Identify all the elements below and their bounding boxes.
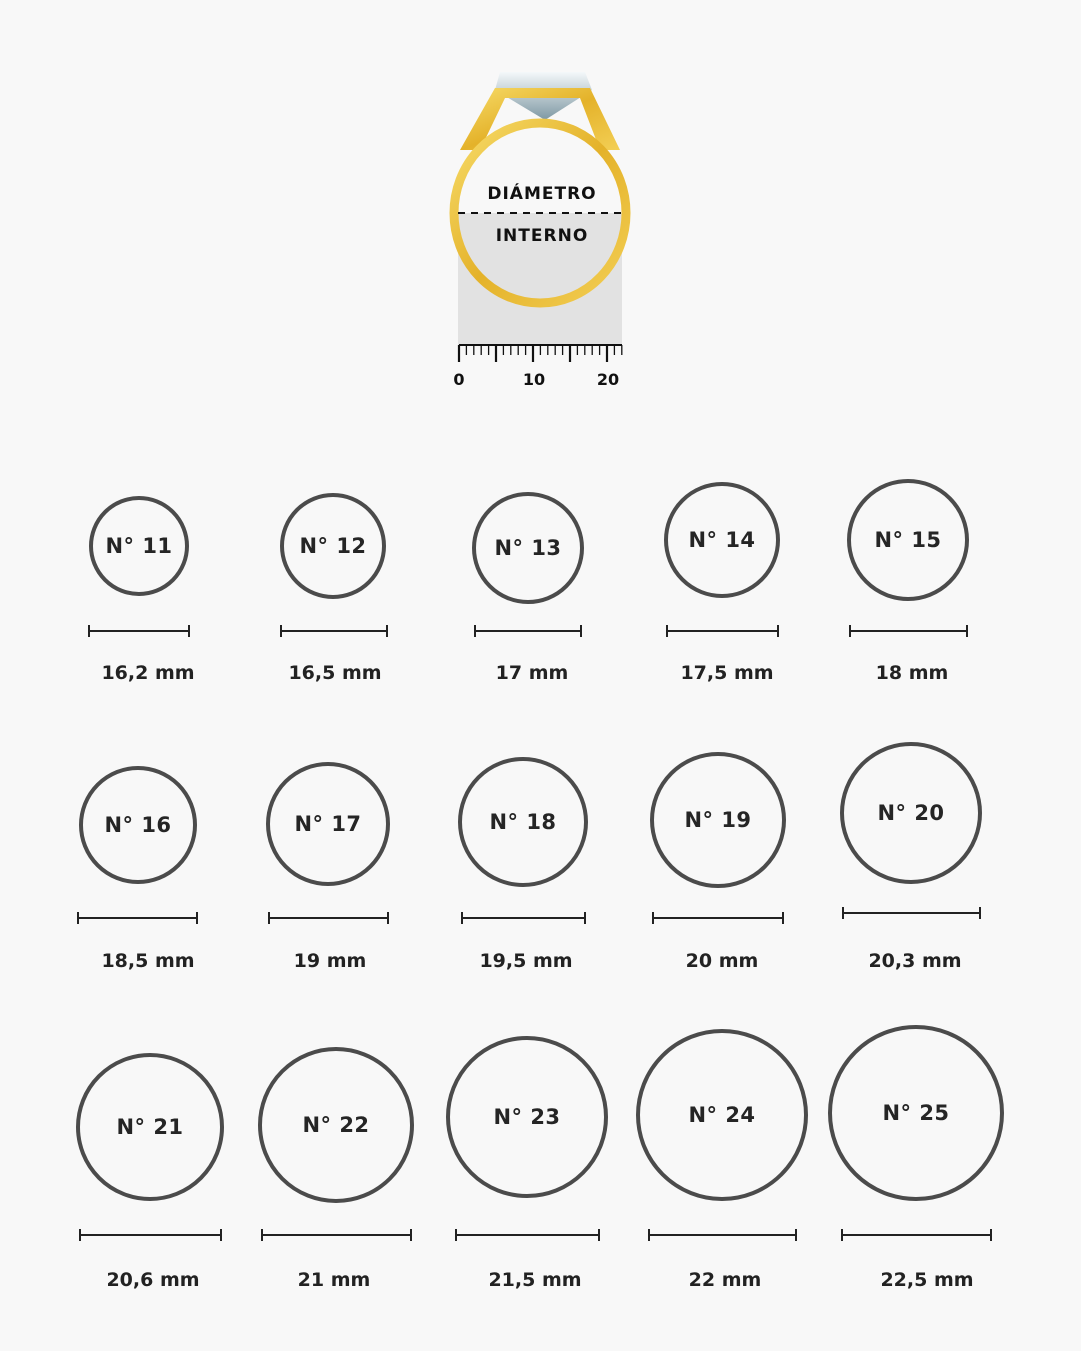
ring-size-circle: N° 19 — [650, 752, 786, 888]
ring-size-circle: N° 12 — [280, 493, 386, 599]
ring-size-label: N° 20 — [877, 801, 945, 825]
ring-size-circle: N° 23 — [446, 1036, 608, 1198]
diameter-value: 19,5 mm — [479, 950, 573, 972]
diameter-value: 18 mm — [875, 662, 949, 684]
diameter-bar — [842, 907, 981, 919]
internal-label: INTERNO — [495, 226, 589, 246]
ring-size-label: N° 14 — [688, 528, 756, 552]
ring-size-circle: N° 13 — [472, 492, 584, 604]
diameter-bar — [88, 625, 190, 637]
ring-size-label: N° 23 — [493, 1105, 561, 1129]
diameter-bar — [280, 625, 388, 637]
diameter-bar — [79, 1229, 222, 1241]
ring-size-circle: N° 20 — [840, 742, 982, 884]
diameter-bar — [461, 912, 586, 924]
ring-size-label: N° 16 — [104, 813, 172, 837]
ring-illustration: DIÁMETRO INTERNO 0 10 20 — [0, 0, 1081, 420]
diameter-value: 17 mm — [495, 662, 569, 684]
ring-size-label: N° 21 — [116, 1115, 184, 1139]
ring-size-label: N° 17 — [294, 812, 362, 836]
ruler-label-10: 10 — [522, 370, 546, 389]
diameter-bar — [455, 1229, 600, 1241]
ring-size-label: N° 18 — [489, 810, 557, 834]
ruler-label-20: 20 — [596, 370, 620, 389]
ring-size-circle: N° 18 — [458, 757, 588, 887]
ring-size-circle: N° 22 — [258, 1047, 414, 1203]
diameter-value: 19 mm — [293, 950, 367, 972]
ring-size-circle: N° 17 — [266, 762, 390, 886]
ruler-label-0: 0 — [453, 370, 465, 389]
diameter-value: 22,5 mm — [880, 1269, 974, 1291]
ring-size-label: N° 11 — [105, 534, 173, 558]
diameter-bar — [652, 912, 784, 924]
ring-size-label: N° 12 — [299, 534, 367, 558]
ring-size-circle: N° 25 — [828, 1025, 1004, 1201]
diameter-value: 20,6 mm — [106, 1269, 200, 1291]
diameter-label: DIÁMETRO — [487, 184, 597, 204]
ring-size-circle: N° 11 — [89, 496, 189, 596]
ring-size-circle: N° 16 — [79, 766, 197, 884]
diameter-value: 17,5 mm — [680, 662, 774, 684]
ring-size-label: N° 25 — [882, 1101, 950, 1125]
ring-size-circle: N° 21 — [76, 1053, 224, 1201]
diameter-value: 20,3 mm — [868, 950, 962, 972]
ruler — [457, 344, 623, 362]
diameter-value: 16,2 mm — [101, 662, 195, 684]
diameter-bar — [261, 1229, 412, 1241]
ring-size-label: N° 19 — [684, 808, 752, 832]
ring-size-label: N° 24 — [688, 1103, 756, 1127]
ring-size-label: N° 15 — [874, 528, 942, 552]
diameter-bar — [268, 912, 389, 924]
diameter-bar — [841, 1229, 992, 1241]
diameter-value: 21 mm — [297, 1269, 371, 1291]
diameter-value: 16,5 mm — [288, 662, 382, 684]
diameter-bar — [77, 912, 198, 924]
diameter-value: 22 mm — [688, 1269, 762, 1291]
diameter-bar — [849, 625, 968, 637]
diameter-bar — [474, 625, 582, 637]
ring-size-label: N° 13 — [494, 536, 562, 560]
diameter-value: 18,5 mm — [101, 950, 195, 972]
ring-size-circle: N° 24 — [636, 1029, 808, 1201]
ring-size-circle: N° 15 — [847, 479, 969, 601]
gold-ring-icon — [449, 72, 631, 362]
diameter-value: 21,5 mm — [488, 1269, 582, 1291]
diameter-value: 20 mm — [685, 950, 759, 972]
ring-size-circle: N° 14 — [664, 482, 780, 598]
diameter-bar — [648, 1229, 797, 1241]
ring-size-label: N° 22 — [302, 1113, 370, 1137]
diameter-bar — [666, 625, 779, 637]
